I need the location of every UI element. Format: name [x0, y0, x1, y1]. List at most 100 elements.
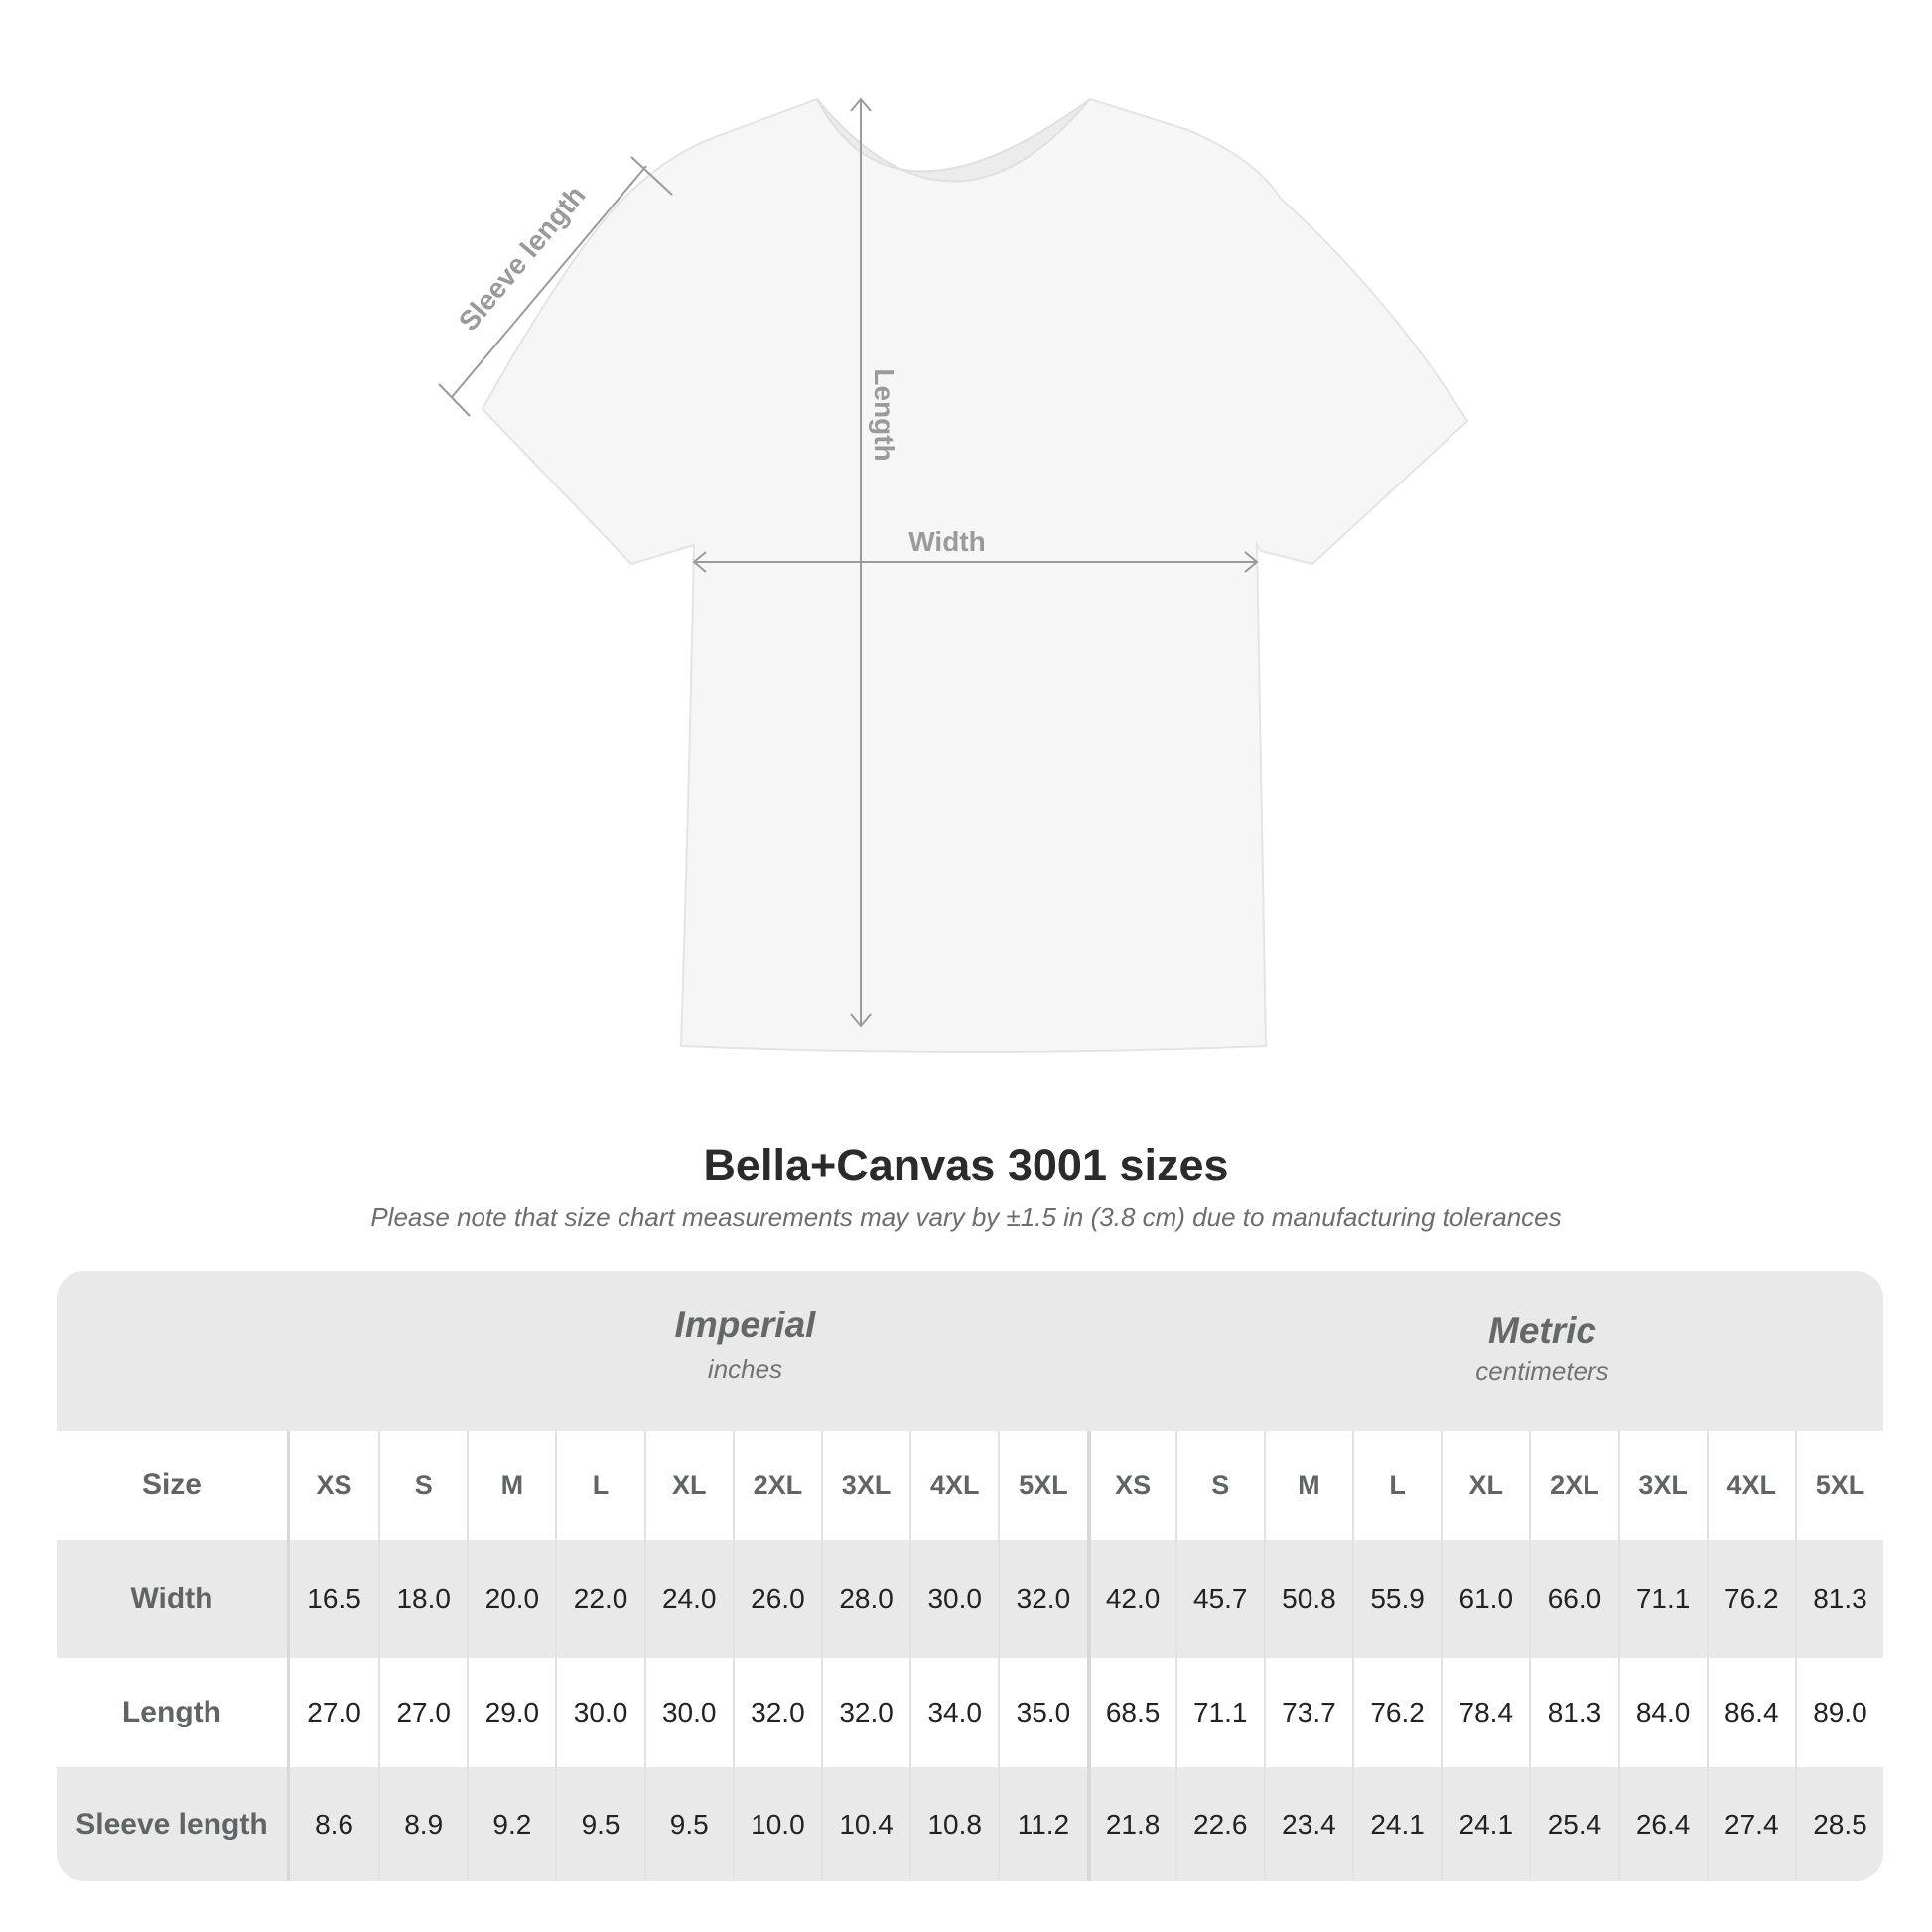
- table-cell: 8.9: [378, 1767, 467, 1881]
- size-imperial-header: 2XL: [732, 1431, 821, 1540]
- table-cell: 42.0: [1086, 1540, 1175, 1658]
- table-cell: 34.0: [909, 1658, 998, 1767]
- row-label: Size: [57, 1431, 290, 1540]
- table-cell: 20.0: [467, 1540, 555, 1658]
- width-arrow-left: [692, 551, 707, 573]
- table-cell: 22.0: [555, 1540, 643, 1658]
- table-cell: 32.0: [998, 1540, 1086, 1658]
- table-cell: 28.5: [1794, 1767, 1883, 1881]
- table-cell: 30.0: [643, 1658, 733, 1767]
- table-cell: 76.2: [1352, 1658, 1441, 1767]
- size-metric-header: 2XL: [1529, 1431, 1617, 1540]
- size-header-row: Size XS S M L XL 2XL 3XL 4XL 5XL XS S M L XL 2XL 3XL 4XL 5…: [57, 1431, 1883, 1540]
- metric-unit: centimeters: [1475, 1356, 1609, 1386]
- table-cell: 27.0: [378, 1658, 467, 1767]
- chart-title: Bella+Canvas 3001 sizes: [703, 1140, 1229, 1190]
- table-cell: 24.1: [1352, 1767, 1441, 1881]
- table-cell: 61.0: [1441, 1540, 1529, 1658]
- table-cell: 26.0: [732, 1540, 821, 1658]
- table-cell: 27.4: [1706, 1767, 1795, 1881]
- table-row: Width 16.5 18.0 20.0 22.0 24.0 26.0 28.0 30.0 32.…: [57, 1540, 1883, 1658]
- table-cell: 10.8: [909, 1767, 998, 1881]
- row-label: Sleeve length: [57, 1767, 290, 1881]
- size-imperial-header: XL: [643, 1431, 733, 1540]
- length-arrow-bottom: [850, 1013, 872, 1028]
- table-cell: 89.0: [1794, 1658, 1883, 1767]
- sleeve-tick-bottom: [438, 383, 471, 417]
- table-cell: 28.0: [820, 1540, 909, 1658]
- table-cell: 26.4: [1617, 1767, 1707, 1881]
- table-cell: 55.9: [1352, 1540, 1441, 1658]
- sleeve-line: [451, 165, 647, 398]
- table-cell: 81.3: [1529, 1658, 1617, 1767]
- size-imperial-header: 4XL: [909, 1431, 998, 1540]
- table-cell: 10.4: [820, 1767, 909, 1881]
- width-label: Width: [908, 526, 986, 557]
- table-row: Length 27.0 27.0 29.0 30.0 30.0 32.0 32.0 34.0 35…: [57, 1658, 1883, 1767]
- tshirt-diagram: Sleeve length Length Width: [438, 97, 1469, 1053]
- table-cell: 68.5: [1086, 1658, 1175, 1767]
- metric-header: Metric centimeters: [1144, 1271, 1883, 1431]
- collar: [816, 98, 1091, 183]
- tolerance-note: Please note that size chart measurements…: [370, 1202, 1562, 1232]
- table-cell: 21.8: [1086, 1767, 1175, 1881]
- table-cell: 16.5: [307, 1583, 361, 1614]
- table-cell: 71.1: [1617, 1540, 1707, 1658]
- row-label: Length: [57, 1658, 290, 1767]
- table-cell: 84.0: [1617, 1658, 1707, 1767]
- table-cell: 81.3: [1794, 1540, 1883, 1658]
- imperial-header: Imperial inches: [346, 1271, 1144, 1431]
- table-cell: 30.0: [909, 1540, 998, 1658]
- size-metric-header: 5XL: [1794, 1431, 1883, 1540]
- table-cell: 24.0: [643, 1540, 733, 1658]
- table-cell: 23.4: [1263, 1767, 1352, 1881]
- size-table: Imperial inches Metric centimeters Size X…: [57, 1271, 1883, 1881]
- table-cell: 9.5: [555, 1767, 643, 1881]
- length-label: Length: [869, 368, 899, 461]
- sleeve-tick-top: [630, 156, 673, 196]
- size-imperial-header: 5XL: [998, 1431, 1086, 1540]
- table-cell: 45.7: [1174, 1540, 1264, 1658]
- table-cell: 8.6: [315, 1808, 353, 1840]
- length-arrow-top: [850, 97, 872, 112]
- table-cell: 32.0: [820, 1658, 909, 1767]
- table-cell: 66.0: [1529, 1540, 1617, 1658]
- table-cell: 86.4: [1706, 1658, 1795, 1767]
- table-cell: 24.1: [1441, 1767, 1529, 1881]
- size-imperial-header: XS: [316, 1469, 352, 1500]
- size-metric-header: S: [1174, 1431, 1264, 1540]
- table-cell: 32.0: [732, 1658, 821, 1767]
- imperial-title: Imperial: [674, 1305, 816, 1345]
- table-row: Sleeve length 8.6 8.9 9.2 9.5 9.5 10.0 10.4 10.8…: [57, 1767, 1883, 1881]
- table-cell: 35.0: [998, 1658, 1086, 1767]
- table-cell: 50.8: [1263, 1540, 1352, 1658]
- table-cell: 30.0: [555, 1658, 643, 1767]
- size-imperial-header: M: [467, 1431, 555, 1540]
- table-cell: 78.4: [1441, 1658, 1529, 1767]
- row-label: Width: [57, 1540, 290, 1658]
- table-cell: 29.0: [467, 1658, 555, 1767]
- table-cell: 76.2: [1706, 1540, 1795, 1658]
- width-arrow-right: [1244, 551, 1259, 573]
- table-cell: 25.4: [1529, 1767, 1617, 1881]
- size-metric-header: 4XL: [1706, 1431, 1795, 1540]
- size-imperial-header: 3XL: [820, 1431, 909, 1540]
- table-cell: 11.2: [998, 1767, 1086, 1881]
- table-cell: 9.2: [467, 1767, 555, 1881]
- table-cell: 10.0: [732, 1767, 821, 1881]
- size-metric-header: XL: [1441, 1431, 1529, 1540]
- table-cell: 22.6: [1174, 1767, 1264, 1881]
- size-metric-header: 3XL: [1617, 1431, 1707, 1540]
- table-cell: 73.7: [1263, 1658, 1352, 1767]
- size-metric-header: XS: [1086, 1431, 1175, 1540]
- table-cell: 9.5: [643, 1767, 733, 1881]
- table-cell: 71.1: [1174, 1658, 1264, 1767]
- size-metric-header: L: [1352, 1431, 1441, 1540]
- size-imperial-header: S: [378, 1431, 467, 1540]
- table-cell: 27.0: [307, 1697, 361, 1727]
- tshirt-image: [481, 97, 1469, 1053]
- imperial-unit: inches: [707, 1354, 783, 1384]
- metric-title: Metric: [1488, 1311, 1596, 1351]
- size-metric-header: M: [1263, 1431, 1352, 1540]
- table-cell: 18.0: [378, 1540, 467, 1658]
